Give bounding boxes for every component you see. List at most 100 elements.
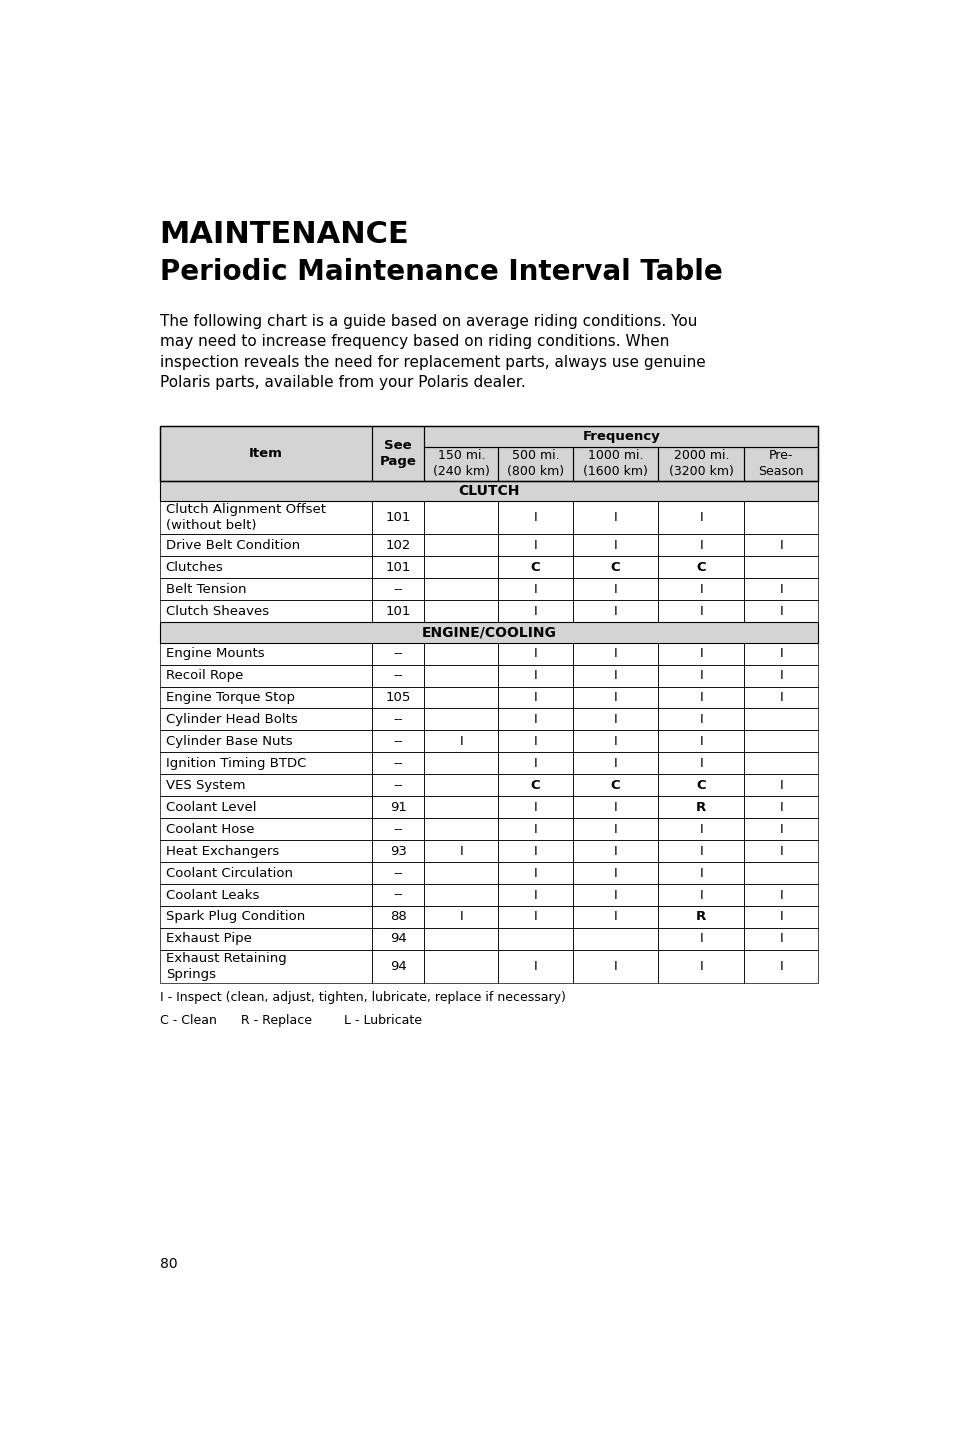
Text: I: I: [613, 712, 617, 726]
Bar: [159, 730, 372, 752]
Bar: [159, 708, 372, 730]
Bar: [658, 601, 743, 622]
Text: Clutches: Clutches: [166, 561, 223, 574]
Bar: [572, 928, 658, 949]
Text: --: --: [393, 888, 402, 901]
Text: I: I: [699, 539, 702, 553]
Bar: [658, 775, 743, 797]
Text: I: I: [699, 823, 702, 836]
Bar: [372, 840, 424, 862]
Text: I: I: [779, 647, 782, 660]
Bar: [424, 535, 497, 557]
Text: I: I: [533, 583, 537, 596]
Bar: [497, 557, 572, 579]
Text: Spark Plug Condition: Spark Plug Condition: [166, 910, 305, 923]
Text: I: I: [613, 605, 617, 618]
Text: Engine Mounts: Engine Mounts: [166, 647, 264, 660]
Text: I: I: [459, 910, 463, 923]
Bar: [159, 840, 372, 862]
Bar: [743, 730, 818, 752]
Text: Belt Tension: Belt Tension: [166, 583, 246, 596]
Bar: [658, 502, 743, 535]
Text: ENGINE/COOLING: ENGINE/COOLING: [421, 625, 556, 640]
Bar: [658, 708, 743, 730]
Text: inspection reveals the need for replacement parts, always use genuine: inspection reveals the need for replacem…: [159, 355, 704, 369]
Text: 2000 mi.
(3200 km): 2000 mi. (3200 km): [668, 449, 733, 478]
Bar: [572, 840, 658, 862]
Bar: [372, 708, 424, 730]
Bar: [658, 664, 743, 686]
Text: Clutch Sheaves: Clutch Sheaves: [166, 605, 269, 618]
Text: I: I: [533, 539, 537, 553]
Text: 94: 94: [390, 960, 406, 973]
Bar: [572, 752, 658, 775]
Text: Clutch Alignment Offset
(without belt): Clutch Alignment Offset (without belt): [166, 503, 325, 532]
Bar: [159, 775, 372, 797]
Text: See
Page: See Page: [379, 439, 416, 468]
Text: I: I: [699, 512, 702, 525]
Text: I: I: [699, 691, 702, 704]
Bar: [159, 535, 372, 557]
Bar: [658, 928, 743, 949]
Text: I: I: [699, 647, 702, 660]
Bar: [372, 643, 424, 664]
Text: Cylinder Head Bolts: Cylinder Head Bolts: [166, 712, 297, 726]
Text: I: I: [779, 823, 782, 836]
Text: I: I: [779, 932, 782, 945]
Bar: [497, 862, 572, 884]
Text: I: I: [779, 691, 782, 704]
Text: 91: 91: [389, 801, 406, 814]
Bar: [743, 862, 818, 884]
Bar: [372, 664, 424, 686]
Text: --: --: [393, 647, 402, 660]
Bar: [497, 752, 572, 775]
Bar: [424, 775, 497, 797]
Bar: [497, 884, 572, 906]
Bar: [159, 928, 372, 949]
Text: Exhaust Retaining
Springs: Exhaust Retaining Springs: [166, 952, 286, 981]
Text: --: --: [393, 712, 402, 726]
Text: I: I: [699, 605, 702, 618]
Bar: [658, 535, 743, 557]
Bar: [372, 819, 424, 840]
Text: I: I: [533, 712, 537, 726]
Text: I: I: [699, 960, 702, 973]
Bar: [743, 664, 818, 686]
Bar: [658, 557, 743, 579]
Text: 94: 94: [390, 932, 406, 945]
Bar: [497, 928, 572, 949]
Bar: [743, 601, 818, 622]
Bar: [658, 446, 743, 481]
Text: I: I: [613, 512, 617, 525]
Text: I: I: [533, 801, 537, 814]
Text: I - Inspect (clean, adjust, tighten, lubricate, replace if necessary): I - Inspect (clean, adjust, tighten, lub…: [159, 992, 565, 1005]
Bar: [372, 426, 424, 481]
Bar: [743, 686, 818, 708]
Text: 80: 80: [159, 1256, 177, 1271]
Bar: [743, 708, 818, 730]
Text: I: I: [699, 932, 702, 945]
Text: I: I: [699, 734, 702, 747]
Bar: [159, 797, 372, 819]
Text: --: --: [393, 867, 402, 880]
Text: Coolant Circulation: Coolant Circulation: [166, 867, 293, 880]
Bar: [743, 797, 818, 819]
Bar: [743, 840, 818, 862]
Bar: [572, 730, 658, 752]
Text: R: R: [696, 910, 705, 923]
Bar: [159, 752, 372, 775]
Bar: [743, 819, 818, 840]
Text: C: C: [530, 561, 539, 574]
Bar: [424, 686, 497, 708]
Bar: [743, 446, 818, 481]
Text: I: I: [699, 669, 702, 682]
Text: 102: 102: [385, 539, 411, 553]
Bar: [372, 775, 424, 797]
Bar: [743, 775, 818, 797]
Text: --: --: [393, 758, 402, 769]
Bar: [658, 797, 743, 819]
Bar: [424, 664, 497, 686]
Text: I: I: [533, 845, 537, 858]
Text: C: C: [530, 779, 539, 792]
Bar: [424, 643, 497, 664]
